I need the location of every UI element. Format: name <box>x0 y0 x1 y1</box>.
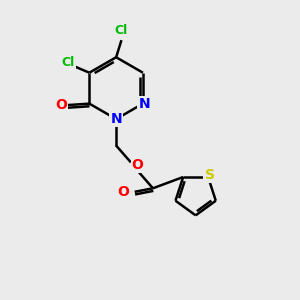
Text: Cl: Cl <box>61 56 75 69</box>
Text: Cl: Cl <box>115 24 128 37</box>
Text: N: N <box>110 112 122 126</box>
Text: N: N <box>139 97 150 111</box>
Text: O: O <box>132 158 144 172</box>
Text: S: S <box>205 168 214 182</box>
Text: O: O <box>117 185 129 199</box>
Text: O: O <box>55 98 67 112</box>
